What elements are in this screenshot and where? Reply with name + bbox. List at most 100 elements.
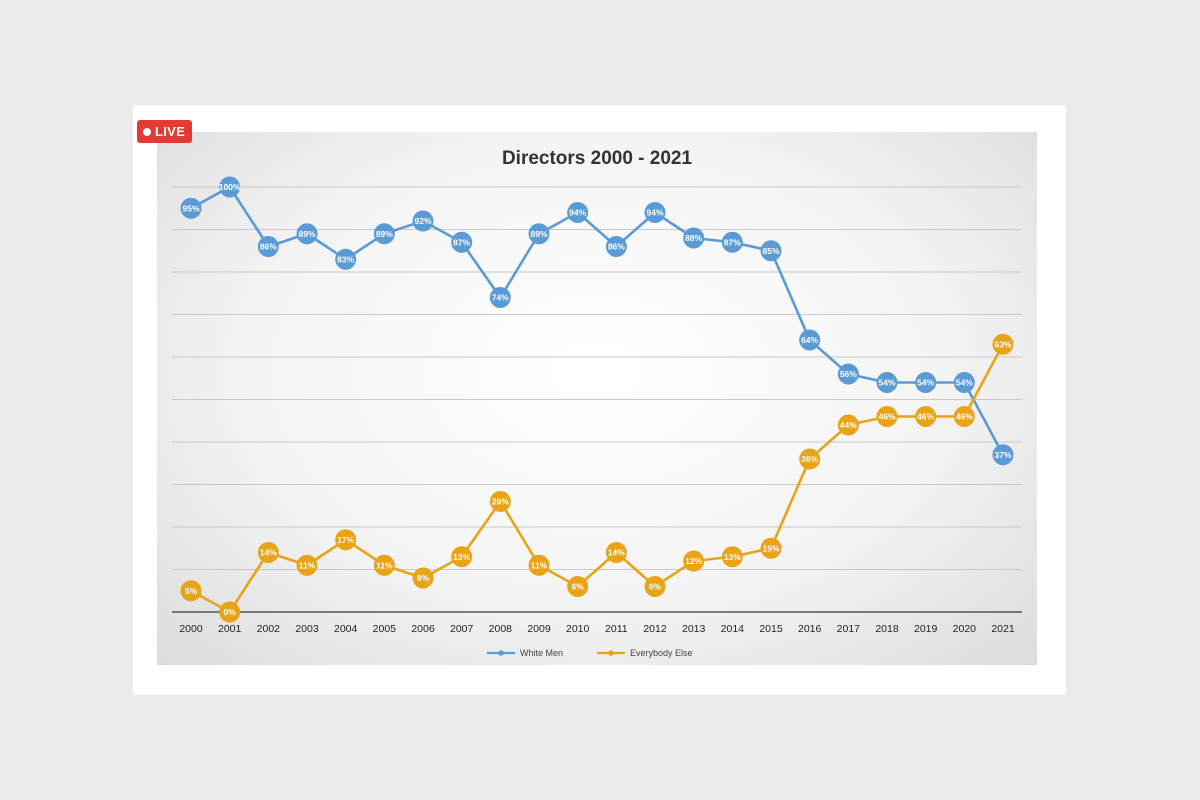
series-point-1	[296, 223, 318, 245]
series-point-2	[837, 414, 859, 436]
data-label: 17%	[337, 535, 354, 545]
data-label: 26%	[492, 497, 509, 507]
data-label: 11%	[299, 560, 316, 570]
x-tick-label: 2002	[257, 623, 281, 635]
data-label: 83%	[337, 254, 354, 264]
series-point-1	[451, 231, 473, 253]
data-label: 0%	[224, 607, 237, 617]
x-tick-label: 2013	[682, 623, 706, 635]
series-point-1	[605, 236, 627, 257]
data-label: 86%	[608, 242, 625, 252]
legend-label-2: Everybody Else	[630, 648, 693, 658]
data-label: 6%	[572, 582, 585, 592]
line-chart: Directors 2000 - 2021 2000 2001 2002 2003 20…	[172, 148, 1022, 658]
data-label: 44%	[840, 420, 857, 430]
series-point-1	[760, 240, 782, 262]
x-tick-label: 2015	[759, 623, 783, 635]
series-point-1	[257, 236, 279, 257]
data-label: 6%	[649, 582, 662, 592]
series-point-2	[219, 601, 241, 623]
series-point-1	[180, 197, 202, 219]
data-label: 12%	[685, 556, 702, 566]
data-label: 54%	[878, 378, 895, 388]
live-dot-icon	[143, 127, 151, 136]
x-tick-label: 2007	[450, 623, 474, 635]
series-point-2	[953, 406, 975, 427]
x-tick-label: 2001	[218, 623, 242, 635]
legend-marker-2	[608, 650, 614, 656]
series-point-2	[451, 546, 473, 568]
data-label: 92%	[414, 216, 431, 226]
series-point-1	[373, 223, 395, 245]
data-label: 46%	[956, 412, 973, 422]
live-badge: LIVE	[137, 120, 193, 143]
series-point-2	[257, 542, 279, 563]
data-label: 74%	[492, 293, 509, 303]
data-label: 85%	[762, 246, 779, 256]
x-tick-label: 2016	[798, 623, 822, 635]
series-point-1	[683, 227, 705, 249]
data-label: 13%	[453, 552, 470, 562]
x-tick-label: 2006	[411, 623, 435, 635]
series-point-1	[953, 372, 975, 393]
x-tick-label: 2004	[334, 623, 358, 635]
data-label: 63%	[994, 339, 1011, 349]
series-point-1	[335, 248, 357, 270]
series-point-2	[760, 537, 782, 559]
series-point-2	[683, 550, 705, 572]
series-point-2	[180, 580, 202, 602]
data-label: 86%	[260, 242, 277, 252]
series-line-2	[190, 343, 1005, 614]
series-point-1	[219, 176, 241, 198]
series-point-1	[489, 287, 511, 308]
data-label: 88%	[685, 233, 702, 243]
legend-marker-1	[498, 650, 504, 656]
series-point-1	[721, 231, 743, 253]
x-tick-label: 2019	[914, 623, 938, 635]
series-point-1	[837, 363, 859, 385]
series-point-2	[373, 554, 395, 576]
data-label: 94%	[646, 208, 663, 218]
series-point-2	[915, 406, 937, 427]
x-tick-label: 2009	[527, 623, 551, 635]
series-point-1	[876, 372, 898, 393]
data-label: 14%	[260, 548, 277, 558]
data-label: 89%	[376, 229, 393, 239]
data-label: 11%	[376, 560, 393, 570]
data-label: 54%	[917, 378, 934, 388]
data-label: 14%	[608, 548, 625, 558]
legend-label-1: White Men	[520, 648, 563, 658]
series-point-2	[296, 554, 318, 576]
series-point-1	[799, 329, 821, 351]
series-point-1	[644, 202, 666, 223]
x-tick-label: 2017	[837, 623, 861, 635]
data-label: 87%	[724, 237, 741, 247]
series-point-2	[335, 529, 357, 551]
data-label: 94%	[569, 208, 586, 218]
series-line-1	[190, 185, 1005, 456]
data-label: 8%	[417, 573, 430, 583]
data-label: 36%	[801, 454, 818, 464]
series-point-2	[644, 576, 666, 597]
data-label: 89%	[530, 229, 547, 239]
data-label: 95%	[182, 203, 199, 213]
x-tick-label: 2018	[875, 623, 899, 635]
x-tick-label: 2005	[373, 623, 397, 635]
data-label: 15%	[762, 543, 779, 553]
series-point-2	[605, 542, 627, 563]
x-tick-label: 2003	[295, 623, 319, 635]
series-point-2	[721, 546, 743, 568]
series-point-1	[567, 202, 589, 223]
data-label: 56%	[840, 369, 857, 379]
chart-title: Directors 2000 - 2021	[502, 148, 693, 169]
series-point-2	[799, 448, 821, 470]
series-point-2	[992, 333, 1014, 355]
x-tick-label: 2021	[991, 623, 1015, 635]
series-point-2	[489, 491, 511, 512]
data-label: 64%	[801, 335, 818, 345]
series-point-2	[412, 567, 434, 589]
live-label: LIVE	[155, 124, 186, 139]
x-tick-label: 2020	[953, 623, 977, 635]
data-label: 11%	[531, 560, 548, 570]
data-label: 100%	[219, 182, 241, 192]
